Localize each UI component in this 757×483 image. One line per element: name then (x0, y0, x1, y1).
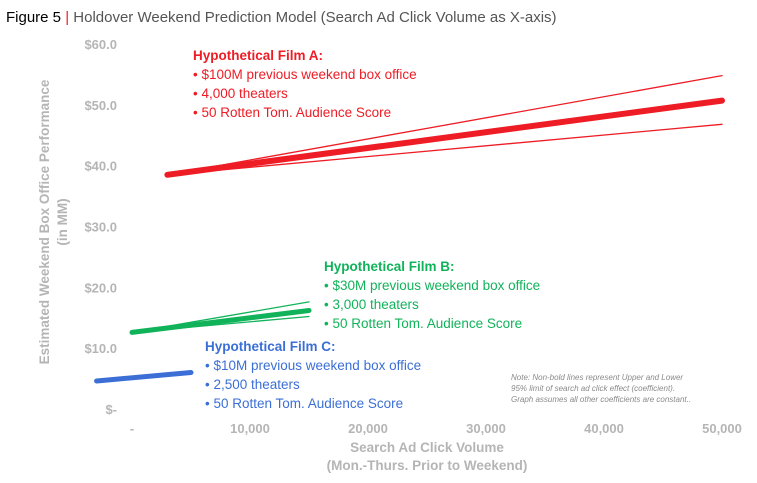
y-tick-label: $20.0 (84, 280, 117, 295)
note-line-1: Note: Non-bold lines represent Upper and… (511, 373, 683, 382)
film-b-upper-line (131, 301, 310, 334)
x-tick-label: 50,000 (702, 421, 742, 436)
x-tick-label: 20,000 (348, 421, 388, 436)
x-tick-label: 10,000 (230, 421, 270, 436)
note-line-3: Graph assumes all other coefficients are… (511, 395, 691, 404)
film-a-annotation-title: Hypothetical Film A: (193, 48, 323, 63)
annotations: Hypothetical Film A: • $100M previous wee… (193, 48, 540, 411)
y-tick-label: $30.0 (84, 220, 117, 235)
film-b-estimate-line (129, 308, 312, 335)
film-c-estimate-line (94, 370, 194, 384)
film-b-annotation-bullet: • $30M previous weekend box office (324, 278, 540, 293)
figure-title-text: Holdover Weekend Prediction Model (Searc… (73, 9, 556, 26)
film-a-lower-line (166, 123, 723, 176)
x-axis-sublabel: (Mon.-Thurs. Prior to Weekend) (327, 458, 528, 473)
film-b-lower-line (131, 315, 310, 334)
film-c-annotation-bullet: • $10M previous weekend box office (205, 358, 421, 373)
film-c-annotation-title: Hypothetical Film C: (205, 339, 336, 354)
film-b-annotation-bullet: • 3,000 theaters (324, 297, 419, 312)
x-tick-label: 30,000 (466, 421, 506, 436)
y-tick-label: $10.0 (84, 341, 117, 356)
film-c-annotation-bullet: • 2,500 theaters (205, 377, 300, 392)
figure-title-prefix: Figure 5 (6, 9, 61, 26)
film-a-estimate-line (164, 97, 725, 178)
film-a-annotation-bullet: • $100M previous weekend box office (193, 67, 417, 82)
film-a-annotation-bullet: • 50 Rotten Tom. Audience Score (193, 105, 391, 120)
y-axis-label: Estimated Weekend Box Office Performance (37, 79, 52, 364)
y-tick-label: $40.0 (84, 159, 117, 174)
figure-title: Figure 5 | Holdover Weekend Prediction M… (6, 9, 557, 26)
y-tick-label: $50.0 (84, 98, 117, 113)
y-tick-label: $- (105, 402, 117, 417)
figure-title-separator: | (61, 9, 73, 26)
x-tick-label: - (130, 421, 134, 436)
y-axis-sublabel: (in MM) (55, 198, 70, 245)
series-group (94, 74, 725, 384)
film-a-annotation-bullet: • 4,000 theaters (193, 86, 288, 101)
film-c-annotation-bullet: • 50 Rotten Tom. Audience Score (205, 396, 403, 411)
axes: $- $10.0 $20.0 $30.0 $40.0 $50.0 $60.0 - 10,000 2… (37, 37, 742, 473)
note-line-2: 95% limit of search ad click effect (coe… (511, 384, 675, 393)
film-b-annotation-title: Hypothetical Film B: (324, 259, 455, 274)
film-b-annotation-bullet: • 50 Rotten Tom. Audience Score (324, 316, 522, 331)
film-a-upper-line (166, 74, 723, 176)
y-tick-label: $60.0 (84, 37, 117, 52)
x-axis-label: Search Ad Click Volume (350, 440, 504, 455)
x-tick-label: 40,000 (584, 421, 624, 436)
